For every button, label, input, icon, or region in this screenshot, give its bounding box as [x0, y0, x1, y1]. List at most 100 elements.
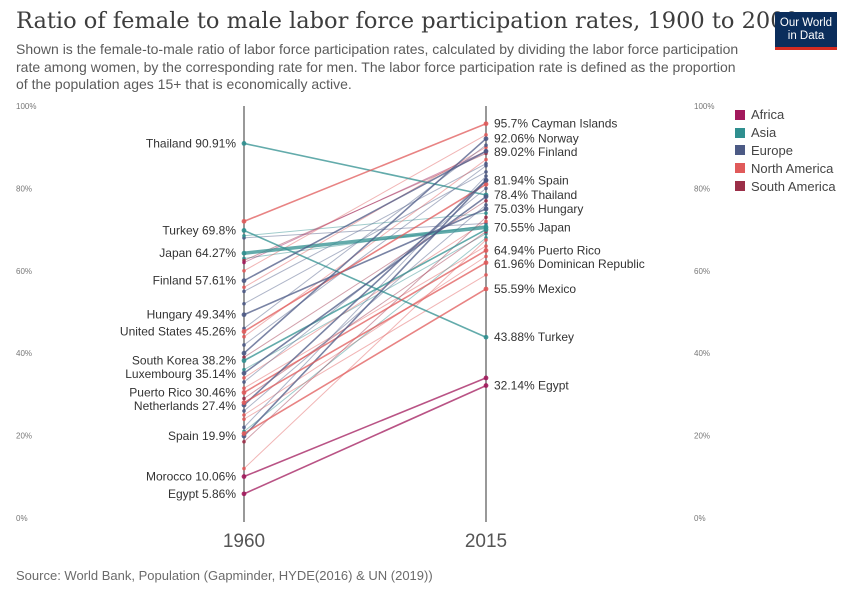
series-line: [243, 183, 487, 333]
label-2015: 61.96% Dominican Republic: [494, 257, 645, 271]
owid-logo[interactable]: Our World in Data: [775, 12, 837, 50]
point-1960: [241, 250, 247, 256]
point-2015: [484, 198, 488, 203]
legend-item[interactable]: North America: [735, 159, 836, 177]
legend-label: Europe: [751, 142, 793, 158]
point-1960: [242, 343, 246, 347]
series-line: [243, 179, 487, 406]
y-tick-label-left: 100%: [16, 102, 36, 111]
point-1960: [242, 466, 246, 471]
y-tick-label-left: 0%: [16, 514, 28, 523]
point-2015: [483, 375, 489, 381]
label-1960: Puerto Rico 30.46%: [129, 386, 236, 400]
label-1960: Japan 64.27%: [159, 246, 236, 260]
label-1960: Morocco 10.06%: [146, 470, 236, 484]
point-1960: [242, 260, 246, 265]
label-2015: 92.06% Norway: [494, 132, 579, 146]
series-line: [243, 150, 487, 282]
legend-label: Africa: [751, 107, 785, 123]
point-2015: [483, 178, 489, 183]
point-1960: [242, 301, 246, 306]
series-line: [243, 231, 487, 399]
series-line: [243, 216, 487, 443]
point-2015: [484, 186, 488, 191]
label-1960: Egypt 5.86%: [168, 487, 236, 501]
point-1960: [241, 358, 247, 364]
logo-line-2: in Data: [787, 29, 825, 42]
label-1960: Spain 19.9%: [168, 429, 236, 443]
point-2015: [484, 254, 488, 259]
point-2015: [483, 194, 489, 200]
legend-swatch: [735, 181, 745, 192]
point-2015: [483, 181, 489, 187]
legend-label: Asia: [751, 125, 777, 141]
x-label-1960: 1960: [223, 531, 265, 552]
point-2015: [483, 206, 489, 212]
y-tick-label-left: 40%: [16, 349, 32, 358]
series-line: [243, 384, 487, 495]
chart-subtitle: Shown is the female-to-male ratio of lab…: [16, 41, 739, 92]
point-1960: [241, 141, 247, 146]
point-1960: [241, 312, 247, 318]
point-1960: [242, 439, 246, 444]
legend-item[interactable]: Europe: [735, 142, 836, 160]
point-1960: [242, 376, 246, 380]
point-2015: [484, 203, 488, 207]
legend-item[interactable]: South America: [735, 177, 836, 195]
label-1960: Netherlands 27.4%: [134, 399, 236, 413]
point-1960: [241, 350, 247, 356]
label-2015: 43.88% Turkey: [494, 330, 574, 344]
legend-item[interactable]: Africa: [735, 106, 836, 124]
label-1960: Finland 57.61%: [153, 274, 237, 288]
point-2015: [484, 143, 488, 147]
point-1960: [242, 386, 246, 391]
series-line: [243, 122, 487, 223]
point-2015: [483, 260, 489, 266]
series-line: [243, 179, 487, 437]
series-line: [243, 225, 487, 255]
y-tick-label-right: 40%: [694, 349, 710, 358]
series-line: [243, 237, 487, 432]
x-label-2015: 2015: [465, 531, 507, 552]
point-1960: [242, 233, 246, 238]
point-2015: [484, 157, 488, 162]
series-line: [243, 228, 487, 362]
point-1960: [242, 409, 246, 413]
series-line: [243, 165, 487, 346]
series-line: [243, 377, 487, 478]
series-line: [243, 138, 487, 354]
point-1960: [241, 370, 247, 376]
label-2015: 89.02% Finland: [494, 145, 577, 159]
series-line: [243, 274, 487, 420]
label-1960: Turkey 69.8%: [162, 223, 236, 237]
point-1960: [242, 334, 246, 339]
point-2015: [483, 383, 489, 388]
point-2015: [484, 174, 488, 178]
point-1960: [242, 367, 246, 372]
point-1960: [241, 218, 247, 224]
point-2015: [483, 148, 489, 154]
point-1960: [241, 278, 247, 284]
point-2015: [484, 219, 488, 224]
label-2015: 95.7% Cayman Islands: [494, 117, 617, 131]
point-2015: [483, 248, 489, 253]
y-tick-label-left: 80%: [16, 184, 32, 193]
label-1960: South Korea 38.2%: [132, 354, 236, 368]
point-1960: [242, 289, 246, 294]
chart-title: Ratio of female to male labor force part…: [16, 8, 799, 34]
label-2015: 64.94% Puerto Rico: [494, 243, 601, 257]
point-2015: [484, 238, 488, 242]
legend-label: South America: [751, 178, 836, 194]
point-1960: [242, 396, 246, 401]
series-line: [243, 233, 487, 371]
point-1960: [241, 431, 247, 436]
point-1960: [242, 417, 246, 421]
source-note: Source: World Bank, Population (Gapminde…: [16, 568, 433, 583]
series-line: [243, 142, 487, 196]
series-line: [243, 150, 487, 264]
point-1960: [242, 269, 246, 273]
series-line: [243, 195, 487, 374]
point-1960: [241, 228, 247, 233]
point-2015: [483, 136, 489, 142]
legend-item[interactable]: Asia: [735, 124, 836, 142]
